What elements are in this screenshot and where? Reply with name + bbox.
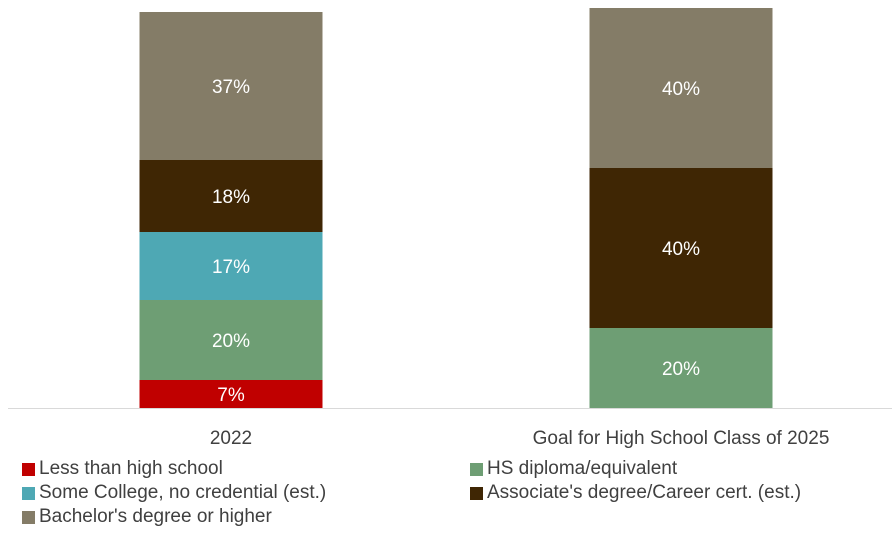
legend-label: Less than high school: [39, 458, 223, 479]
legend-swatch: [22, 462, 35, 476]
bar-segment: [139, 232, 323, 300]
legend-swatch: [22, 510, 35, 524]
data-labels-group: 7% 20% 17% 18% 37% 20% 40% 40%: [212, 77, 700, 406]
x-tick-label: 2022: [210, 428, 252, 449]
data-label: 40%: [662, 239, 700, 260]
data-label: 18%: [212, 187, 250, 208]
bar-segment: [139, 300, 323, 380]
legend-item: HS diploma/equivalent: [470, 458, 677, 480]
legend-item: Associate's degree/Career cert. (est.): [470, 482, 801, 504]
data-label: 7%: [217, 385, 245, 406]
data-label: 40%: [662, 79, 700, 100]
bar-segment: [139, 380, 323, 408]
legend-item: Less than high school: [22, 458, 223, 480]
legend-label: Some College, no credential (est.): [39, 482, 327, 503]
bar-segment: [589, 168, 773, 328]
legend-swatch: [22, 486, 35, 500]
x-tick-labels-group: 2022 Goal for High School Class of 2025: [210, 428, 830, 449]
bar-segment: [139, 160, 323, 232]
legend-swatch: [470, 462, 483, 476]
legend-item: Bachelor's degree or higher: [22, 506, 272, 528]
legend-swatch: [470, 486, 483, 500]
bar-segment: [589, 8, 773, 168]
bars-group: [139, 8, 773, 408]
legend-item: Some College, no credential (est.): [22, 482, 326, 504]
data-label: 20%: [662, 359, 700, 380]
data-label: 20%: [212, 331, 250, 352]
data-label: 37%: [212, 77, 250, 98]
bar-segment: [589, 328, 773, 408]
bar-segment: [139, 12, 323, 160]
data-label: 17%: [212, 257, 250, 278]
legend-label: Bachelor's degree or higher: [39, 506, 272, 527]
x-tick-label: Goal for High School Class of 2025: [533, 428, 830, 449]
legend-label: Associate's degree/Career cert. (est.): [487, 482, 802, 503]
legend-label: HS diploma/equivalent: [487, 458, 678, 479]
